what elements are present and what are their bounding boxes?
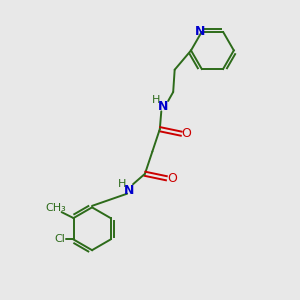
Text: H: H — [152, 95, 160, 105]
Text: N: N — [158, 100, 168, 113]
Text: N: N — [123, 184, 134, 196]
Text: H: H — [118, 179, 126, 189]
Text: N: N — [195, 25, 206, 38]
Text: CH₃: CH₃ — [45, 203, 66, 213]
Text: O: O — [182, 127, 191, 140]
Text: Cl: Cl — [55, 235, 66, 244]
Text: O: O — [167, 172, 177, 185]
